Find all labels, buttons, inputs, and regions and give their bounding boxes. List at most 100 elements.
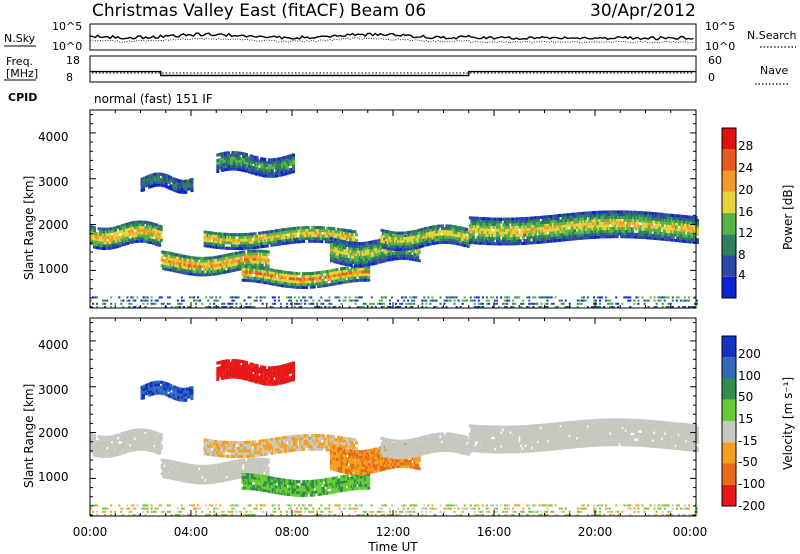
power-cell bbox=[380, 237, 384, 241]
power-cell bbox=[318, 284, 322, 288]
power-cell bbox=[104, 299, 107, 302]
power-cell bbox=[405, 257, 409, 261]
power-cell bbox=[609, 210, 613, 214]
power-cell bbox=[178, 270, 182, 274]
power-cell bbox=[381, 257, 385, 261]
power-cell bbox=[154, 302, 157, 305]
power-cell bbox=[609, 299, 612, 302]
power-cell bbox=[252, 279, 256, 283]
power-cell bbox=[253, 265, 257, 269]
power-cell bbox=[264, 166, 268, 170]
power-cell bbox=[463, 244, 467, 248]
power-cell bbox=[249, 296, 252, 299]
power-cell bbox=[217, 299, 220, 302]
power-cell bbox=[381, 243, 385, 247]
power-cell bbox=[296, 240, 299, 244]
power-cell bbox=[670, 233, 674, 237]
power-cell bbox=[162, 302, 165, 305]
power-cell bbox=[559, 230, 563, 234]
date-title: 30/Apr/2012 bbox=[590, 1, 696, 21]
power-cell bbox=[629, 218, 633, 222]
power-cell bbox=[597, 224, 601, 228]
power-cell bbox=[195, 259, 199, 263]
power-cell bbox=[549, 215, 552, 218]
power-cell bbox=[387, 258, 391, 262]
power-cell bbox=[317, 285, 321, 288]
power-cell bbox=[353, 276, 357, 280]
power-cell bbox=[650, 225, 654, 229]
power-cell bbox=[366, 252, 370, 256]
power-cell bbox=[691, 229, 695, 233]
power-cell bbox=[474, 230, 478, 234]
power-cell bbox=[243, 278, 246, 282]
power-cell bbox=[94, 245, 98, 249]
power-cell bbox=[504, 306, 507, 308]
power-cell bbox=[417, 248, 421, 252]
power-cell bbox=[276, 234, 280, 238]
velocity-cell bbox=[138, 428, 142, 432]
power-cell bbox=[559, 233, 563, 237]
power-cell bbox=[240, 241, 243, 245]
power-cell bbox=[515, 228, 519, 232]
power-cell bbox=[425, 306, 428, 308]
power-cell bbox=[416, 237, 420, 241]
power-cell bbox=[395, 242, 399, 246]
power-cell bbox=[133, 234, 137, 238]
power-cell bbox=[356, 270, 360, 274]
power-cell bbox=[133, 240, 137, 244]
power-cell bbox=[346, 266, 349, 270]
power-cell bbox=[290, 302, 292, 305]
power-cell bbox=[336, 227, 340, 231]
power-cell bbox=[282, 228, 286, 232]
power-cell bbox=[266, 253, 270, 257]
power-cell bbox=[689, 215, 693, 219]
power-cell bbox=[203, 233, 207, 237]
power-cell bbox=[140, 239, 143, 243]
power-cell bbox=[437, 230, 441, 234]
power-cell bbox=[192, 256, 196, 260]
power-cell bbox=[236, 256, 240, 260]
power-cell bbox=[579, 217, 583, 221]
power-cell bbox=[667, 302, 670, 305]
power-cell bbox=[544, 306, 547, 308]
power-cell bbox=[562, 302, 565, 305]
power-cell bbox=[485, 302, 488, 305]
power-cell bbox=[264, 281, 268, 285]
power-cell bbox=[665, 296, 668, 299]
power-cell bbox=[96, 235, 100, 239]
power-cell bbox=[351, 261, 355, 265]
power-cell bbox=[235, 162, 239, 166]
velocity-cell bbox=[174, 463, 178, 467]
power-cell bbox=[317, 239, 321, 243]
power-cell bbox=[696, 241, 699, 244]
power-cell bbox=[459, 306, 462, 308]
power-cell bbox=[330, 271, 334, 275]
power-cell bbox=[586, 306, 589, 308]
power-cell bbox=[447, 296, 450, 299]
power-cell bbox=[556, 222, 560, 226]
velocity-cell bbox=[112, 448, 116, 452]
velocity-cell bbox=[124, 433, 128, 437]
power-cell bbox=[395, 302, 397, 305]
power-cell bbox=[676, 236, 680, 240]
power-cell bbox=[380, 296, 383, 299]
power-cell bbox=[659, 299, 662, 302]
power-cell bbox=[225, 165, 229, 169]
power-cell bbox=[490, 296, 492, 299]
power-cell bbox=[492, 296, 494, 299]
power-cell bbox=[558, 299, 561, 302]
power-cell bbox=[263, 296, 266, 299]
power-cell bbox=[299, 226, 303, 230]
power-cell bbox=[680, 220, 684, 224]
power-cell bbox=[326, 283, 330, 287]
power-cell bbox=[270, 169, 274, 173]
velocity-cell bbox=[94, 445, 98, 449]
velocity-cell bbox=[152, 438, 156, 442]
power-cell bbox=[694, 302, 696, 305]
power-cell bbox=[364, 302, 367, 305]
power-cell bbox=[282, 278, 286, 282]
velocity-cell bbox=[103, 452, 107, 456]
power-cell bbox=[591, 224, 595, 228]
power-cell bbox=[366, 241, 370, 245]
power-cell bbox=[184, 271, 188, 275]
